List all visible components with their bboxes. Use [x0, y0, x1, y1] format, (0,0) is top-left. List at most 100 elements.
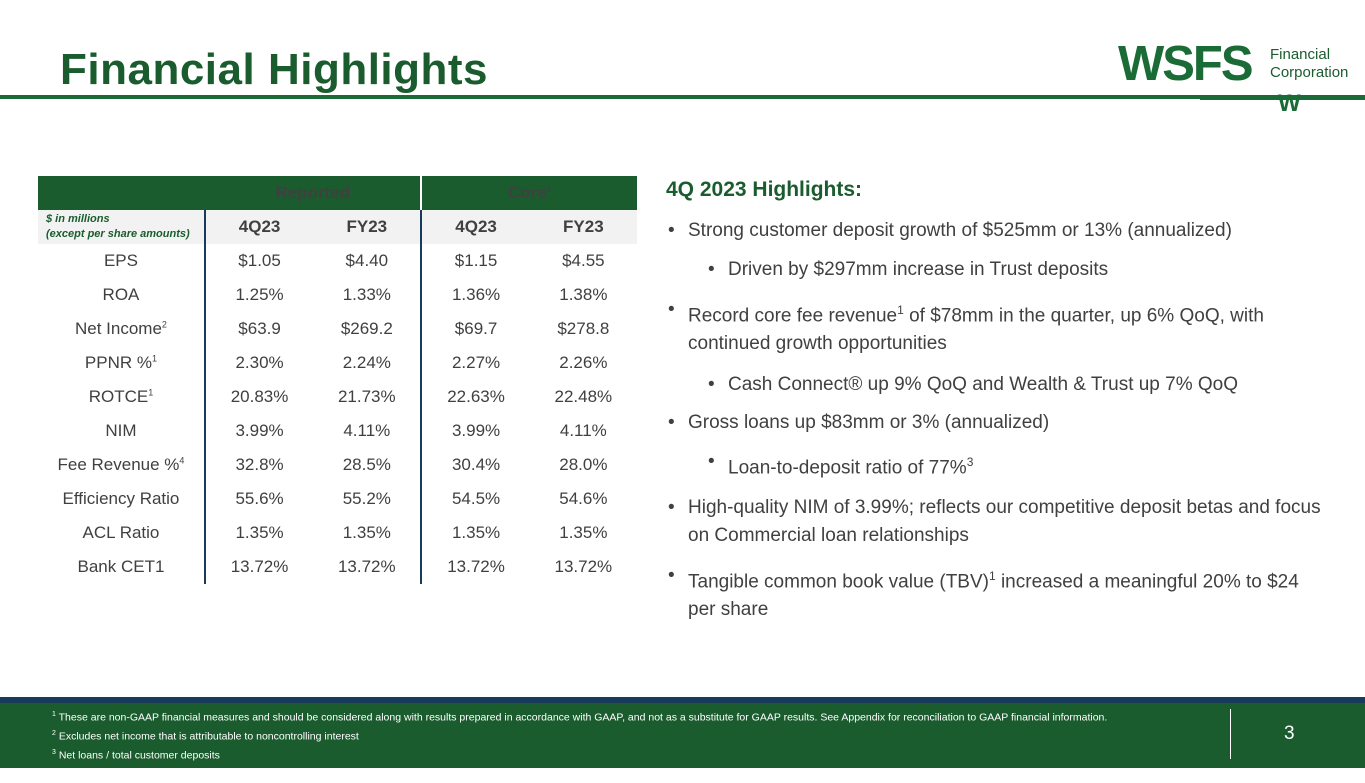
footnote: 1 These are non-GAAP financial measures … [52, 707, 1107, 726]
table-cell: $4.40 [345, 251, 389, 270]
logo-wordmark: WSFS [1118, 37, 1254, 91]
header-spacer [38, 176, 205, 210]
highlight-text: Strong customer deposit growth of $525mm… [688, 220, 1232, 241]
metric-label: NIM [105, 421, 137, 440]
table-cell: 22.63% [420, 380, 530, 414]
table-cell: 13.72% [337, 557, 396, 576]
table-row: Efficiency Ratio 55.6% 55.2% 54.5% 54.6% [38, 482, 637, 516]
metric-label: EPS [103, 251, 138, 270]
table-body: EPS $1.05 $4.40 $1.15 $4.55 ROA 1.25% 1.33% 1.36… [38, 244, 637, 584]
row-metric: Fee Revenue %4 [38, 448, 205, 482]
metric-label: Fee Revenue % [57, 455, 180, 474]
table-cell: 1.25% [203, 278, 314, 312]
table-cell: 2.24% [342, 353, 391, 372]
highlight-subitem: • Driven by $297mm increase in Trust depo… [666, 256, 1326, 284]
table-cell: 2.30% [203, 346, 314, 380]
table-cell: 3.99% [203, 414, 314, 448]
footnote-num: 1 [52, 711, 56, 718]
logo-w-mark: W [1278, 90, 1301, 117]
metric-label: ACL Ratio [82, 523, 160, 542]
table-cell: 55.6% [203, 482, 314, 516]
highlights-panel: 4Q 2023 Highlights: • Strong customer dep… [666, 176, 1326, 624]
footnote-ref: 3 [966, 455, 974, 470]
table-cell: $63.9 [203, 312, 314, 346]
footnote-ref: 1 [152, 353, 158, 364]
bullet-icon: • [708, 451, 715, 473]
table-cell: $269.2 [340, 319, 393, 338]
table-cell: 1.38% [559, 285, 608, 304]
metric-label: ROA [102, 285, 140, 304]
highlight-text: Gross loans up $83mm or 3% (annualized) [688, 412, 1050, 434]
footnote-num: 2 [52, 730, 56, 737]
highlight-text: Cash Connect® up 9% QoQ and Wealth & Tru… [728, 374, 1239, 396]
table-cell: 4.11% [559, 421, 607, 440]
highlight-item: • Strong customer deposit growth of $525m… [666, 217, 1326, 245]
bullet-icon: • [708, 374, 715, 396]
table-row: EPS $1.05 $4.40 $1.15 $4.55 [38, 244, 637, 278]
footnote-num: 4 [52, 768, 56, 775]
units-note: $ in millions (except per share amounts) [38, 210, 205, 244]
table-cell: 32.8% [203, 448, 314, 482]
table-row: Bank CET1 13.72% 13.72% 13.72% 13.72% [38, 550, 637, 584]
row-metric: Efficiency Ratio [38, 482, 205, 516]
table-cell: 13.72% [420, 550, 530, 584]
highlight-text: increased a meaningful 20% to $24 per sh… [688, 570, 1299, 620]
table-cell: 1.35% [203, 516, 314, 550]
table-cell: 20.83% [203, 380, 314, 414]
bullet-icon: • [668, 220, 675, 241]
table-cell: $1.05 [203, 244, 314, 278]
table-cell: 22.48% [554, 387, 613, 406]
table-cell: 1.35% [559, 523, 608, 542]
table-cell: 21.73% [337, 387, 396, 406]
highlights-list: • Strong customer deposit growth of $525m… [666, 217, 1326, 624]
footnote: 2 Excludes net income that is attributab… [52, 726, 1107, 745]
table-group-header: Reported Core1 [38, 176, 637, 210]
table-cell: $1.15 [420, 244, 530, 278]
footnote-text: Tax-equivalent [58, 768, 127, 781]
footnote: 3 Net loans / total customer deposits [52, 745, 1107, 764]
wsfs-logo: WSFS Financial Corporation W [1118, 40, 1358, 116]
row-metric: EPS [38, 244, 205, 278]
footnote-ref: 1 [148, 387, 154, 398]
table-cell: 55.2% [342, 489, 391, 508]
page-number: 3 [1284, 723, 1295, 744]
table-cell: 54.5% [420, 482, 530, 516]
footnote: 4 Tax-equivalent [52, 764, 1107, 783]
table-cell: 28.0% [559, 455, 608, 474]
table-cell: 2.26% [559, 353, 608, 372]
header-reported: Reported [204, 176, 423, 210]
highlight-text: High-quality NIM of 3.99%; reflects our … [688, 496, 1321, 546]
metric-label: ROTCE [88, 387, 149, 406]
highlight-text: Tangible common book value (TBV) [688, 570, 989, 592]
column-header: FY23 [529, 210, 637, 244]
footnote-ref: 1 [988, 568, 996, 583]
highlight-item: • Record core fee revenue1 of $78mm in th… [666, 296, 1326, 358]
header-core-sup: 1 [546, 183, 552, 194]
row-metric: NIM [38, 414, 205, 448]
column-header: 4Q23 [420, 210, 530, 244]
table-cell: 54.6% [559, 489, 608, 508]
column-header: 4Q23 [203, 210, 314, 244]
row-metric: Net Income2 [38, 312, 205, 346]
financial-table: Reported Core1 $ in millions (except per… [38, 176, 637, 584]
row-metric: Bank CET1 [38, 550, 205, 584]
logo-subtitle-line2: Corporation [1270, 64, 1349, 81]
table-cell: 1.35% [342, 523, 391, 542]
table-row: Fee Revenue %4 32.8% 28.5% 30.4% 28.0% [38, 448, 637, 482]
metric-label: Net Income [74, 319, 162, 338]
header-core-label: Core [507, 183, 547, 202]
header-core: Core1 [421, 176, 637, 210]
metric-label: Bank CET1 [77, 557, 165, 576]
footnote-num: 3 [52, 749, 56, 756]
logo-subtitle: Financial Corporation [1270, 46, 1348, 82]
row-metric: ROTCE1 [38, 380, 205, 414]
title-rule [0, 95, 1365, 99]
footer: 1 These are non-GAAP financial measures … [0, 703, 1365, 781]
highlight-subitem: • Loan-to-deposit ratio of 77%3 [666, 448, 1326, 482]
table-row: ROA 1.25% 1.33% 1.36% 1.38% [38, 278, 637, 312]
highlight-text: Record core fee revenue [688, 305, 898, 327]
highlight-subitem: • Cash Connect® up 9% QoQ and Wealth & Tr… [666, 371, 1326, 399]
highlight-text: of $78mm in the quarter, up 6% QoQ, with… [688, 305, 1264, 355]
logo-subtitle-line1: Financial [1270, 46, 1331, 63]
column-header: FY23 [313, 210, 422, 244]
